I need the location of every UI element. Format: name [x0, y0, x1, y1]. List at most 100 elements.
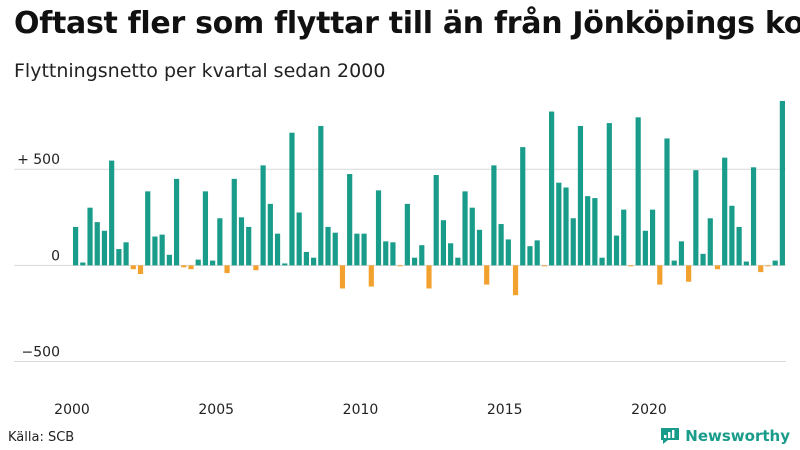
bar [476, 229, 483, 266]
bar [101, 230, 108, 266]
bar [570, 218, 576, 266]
x-axis-labels: 2000 2005 2010 2015 2020 [54, 402, 667, 418]
bar [137, 265, 144, 275]
bar [375, 190, 382, 266]
bar [700, 253, 706, 266]
newsworthy-icon [661, 428, 680, 444]
bar [664, 138, 670, 266]
bar [116, 249, 122, 266]
bar [649, 209, 656, 266]
bar [512, 265, 519, 296]
bar [397, 265, 403, 267]
bar [195, 259, 201, 266]
bar [390, 242, 396, 266]
bar [585, 196, 591, 266]
bar [224, 265, 230, 274]
bar [202, 191, 209, 266]
bar [455, 257, 461, 266]
bar [556, 182, 562, 266]
bar [772, 260, 778, 266]
bar [448, 243, 454, 266]
bar [469, 207, 475, 266]
bar [779, 100, 785, 266]
bar [765, 265, 771, 267]
bar [274, 233, 281, 266]
bar [231, 178, 237, 266]
bar [534, 240, 540, 266]
bar [758, 265, 764, 273]
bar [642, 230, 648, 266]
x-tick-label: 2000 [54, 402, 90, 418]
bar [332, 232, 338, 266]
bar [80, 262, 86, 266]
bar [549, 111, 555, 266]
bar [303, 251, 309, 266]
bar [635, 117, 641, 266]
bar [433, 175, 439, 266]
bar [145, 191, 151, 266]
bar [657, 265, 663, 285]
bar [750, 167, 757, 266]
bar [484, 265, 490, 285]
bar [339, 265, 346, 289]
bar [404, 203, 410, 266]
bar [123, 242, 129, 266]
bar [289, 132, 295, 266]
bar [527, 246, 533, 266]
bar [267, 203, 273, 266]
bar [318, 125, 324, 266]
bar [238, 217, 245, 266]
bar [498, 224, 504, 266]
bar [246, 226, 252, 266]
bar [383, 241, 389, 266]
source-note: Källa: SCB [8, 430, 75, 445]
bar [411, 257, 418, 266]
bar [729, 205, 735, 266]
bar [159, 234, 165, 266]
bar [599, 257, 605, 266]
bar [260, 165, 266, 266]
bar [282, 263, 288, 266]
bar [678, 241, 685, 266]
bar [354, 233, 360, 266]
bar [505, 239, 511, 266]
bar [628, 265, 634, 267]
bar [368, 265, 374, 287]
y-tick-label: −500 [22, 345, 60, 361]
y-tick-label: 0 [51, 248, 60, 264]
y-axis-labels: + 500 0 −500 [17, 152, 60, 360]
bar [173, 178, 180, 266]
brand-logo: Newsworthy [660, 427, 790, 445]
bar [361, 233, 367, 266]
bar [541, 265, 547, 267]
bar [606, 123, 612, 266]
bar [671, 260, 677, 266]
y-tick-label: + 500 [17, 152, 60, 168]
bar [296, 212, 302, 266]
bar [686, 265, 692, 282]
bar [714, 265, 721, 270]
bar [621, 209, 627, 266]
bar [109, 160, 115, 266]
bar [520, 147, 526, 266]
bar [210, 260, 216, 266]
bar [707, 218, 713, 266]
bar [462, 191, 468, 266]
bar [217, 218, 223, 266]
bars [73, 100, 785, 296]
chart-subtitle: Flyttningsnetto per kvartal sedan 2000 [14, 60, 386, 82]
bar [419, 245, 425, 266]
bar [325, 226, 331, 266]
chart-title: Oftast fler som flyttar till än från Jön… [14, 6, 800, 41]
bar [736, 226, 742, 266]
bar [130, 265, 136, 270]
x-tick-label: 2020 [631, 402, 667, 418]
bar [491, 165, 497, 266]
bar [613, 235, 620, 266]
bar [563, 187, 569, 266]
bar [440, 220, 447, 266]
x-tick-label: 2010 [343, 402, 379, 418]
bar [592, 198, 598, 266]
bar [577, 125, 584, 266]
